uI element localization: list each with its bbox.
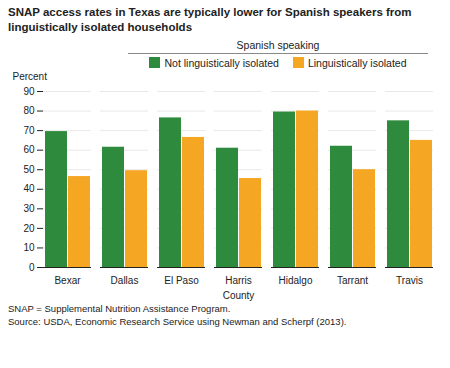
- svg-text:County: County: [223, 289, 255, 300]
- html-text:Linguistically isolated: Linguistically isolated: [307, 56, 407, 69]
- svg-text:40: 40: [23, 183, 35, 194]
- svg-text:70: 70: [23, 125, 35, 136]
- svg-text:Dallas: Dallas: [111, 274, 139, 285]
- svg-text:80: 80: [23, 105, 35, 116]
- html-text:Not linguistically isolated: Not linguistically isolated: [164, 56, 279, 69]
- svg-text:90: 90: [23, 86, 35, 97]
- svg-text:Harris: Harris: [225, 274, 252, 285]
- svg-text:50: 50: [23, 164, 35, 175]
- html-text:Source: USDA, Economic Researc: Source: USDA, Economic Research Service …: [8, 315, 347, 327]
- svg-text:30: 30: [23, 203, 35, 214]
- svg-text:Tarrant: Tarrant: [337, 274, 368, 285]
- svg-text:20: 20: [23, 222, 35, 233]
- html-text:SNAP access rates in Texas are: SNAP access rates in Texas are typically…: [8, 6, 412, 33]
- svg-text:60: 60: [23, 144, 35, 155]
- svg-text:Percent: Percent: [13, 70, 48, 81]
- svg-text:Bexar: Bexar: [54, 274, 81, 285]
- svg-text:10: 10: [23, 242, 35, 253]
- html-text:SNAP = Supplemental Nutrition: SNAP = Supplemental Nutrition Assistance…: [8, 302, 231, 314]
- svg-text:0: 0: [29, 262, 35, 273]
- html-text:Spanish speaking: Spanish speaking: [236, 38, 320, 51]
- svg-text:Hidalgo: Hidalgo: [279, 274, 313, 285]
- svg-text:El Paso: El Paso: [164, 274, 199, 285]
- svg-text:Travis: Travis: [396, 274, 423, 285]
